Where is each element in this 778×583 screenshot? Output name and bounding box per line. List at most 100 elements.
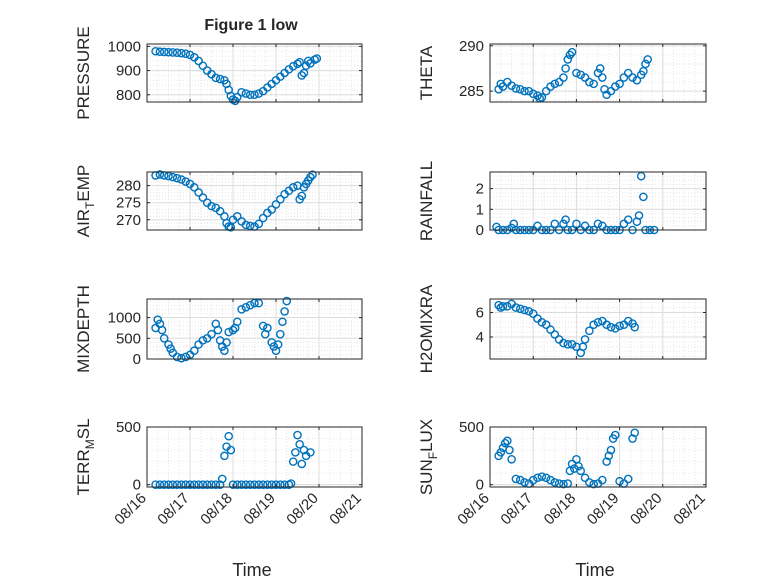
data-point — [207, 201, 216, 211]
data-point — [541, 320, 551, 330]
y-tick-label: 270 — [116, 212, 141, 229]
data-point — [245, 90, 255, 100]
data-point — [211, 73, 221, 83]
data-point — [515, 475, 525, 485]
data-point — [245, 480, 255, 489]
data-point — [550, 478, 560, 487]
data-point — [563, 55, 573, 64]
data-point — [507, 223, 516, 233]
data-point — [563, 340, 573, 349]
data-point — [215, 74, 225, 84]
data-point — [177, 480, 186, 489]
data-point — [267, 205, 277, 214]
data-point — [263, 323, 272, 333]
data-point — [254, 219, 264, 229]
data-point — [520, 86, 529, 96]
y-tick-label: 0 — [133, 477, 141, 494]
data-point — [157, 325, 167, 335]
data-point — [636, 171, 646, 181]
y-tick-label: 500 — [459, 419, 484, 436]
data-point — [567, 340, 577, 349]
data-point — [295, 57, 304, 67]
data-point — [550, 330, 560, 339]
data-point — [275, 194, 285, 204]
data-point — [155, 170, 165, 179]
data-point — [598, 73, 607, 82]
y-tick-label: 280 — [116, 178, 141, 195]
data-point — [185, 50, 195, 60]
plot-area — [147, 44, 362, 102]
y-tick-label: 0 — [133, 351, 141, 368]
data-point — [604, 451, 614, 461]
data-point — [237, 480, 246, 489]
data-point — [220, 346, 229, 356]
data-point — [606, 322, 616, 332]
data-point — [546, 475, 555, 485]
data-point — [151, 480, 160, 489]
data-point — [561, 64, 570, 73]
data-point — [630, 428, 640, 438]
data-point — [572, 68, 581, 78]
series-theta — [494, 47, 652, 103]
data-point — [263, 480, 272, 489]
data-point — [207, 329, 216, 339]
data-point — [280, 307, 289, 316]
data-point — [528, 475, 538, 485]
data-point — [215, 480, 225, 489]
data-point — [580, 473, 590, 483]
y-axis-label: MIXDEPTH — [74, 285, 93, 373]
x-tick-label: 08/19 — [240, 490, 279, 529]
subplot-h2omixra: 4 6 H2OMIXRA — [417, 284, 707, 373]
data-point — [585, 77, 594, 87]
data-point — [267, 480, 277, 489]
axes-box — [146, 426, 363, 488]
x-tick-label: 08/20 — [627, 490, 666, 529]
data-point — [172, 173, 182, 183]
data-point — [511, 474, 521, 484]
y-tick-label: 800 — [116, 87, 141, 104]
data-point — [541, 473, 551, 483]
series-sun_flux — [494, 428, 640, 489]
x-tick-label: 08/17 — [154, 490, 193, 529]
figure-title: Figure 1 low — [204, 17, 298, 34]
data-point — [213, 325, 223, 335]
data-point — [559, 219, 568, 229]
data-point — [610, 430, 620, 440]
data-point — [585, 326, 594, 336]
data-point — [202, 480, 212, 489]
y-tick-label: 2 — [476, 181, 484, 198]
data-point — [559, 479, 568, 489]
y-axis-label: RAINFALL — [417, 161, 436, 241]
data-point — [271, 480, 281, 489]
data-point — [297, 191, 307, 201]
data-point — [595, 64, 605, 73]
data-point — [537, 472, 547, 481]
data-point — [181, 49, 190, 58]
data-point — [226, 445, 236, 455]
data-point — [537, 93, 547, 102]
x-tick-label: 08/20 — [283, 490, 322, 529]
x-tick-label: 08/19 — [584, 490, 623, 529]
data-point — [293, 430, 302, 440]
y-axis-label: PRESSURE — [74, 26, 93, 120]
data-point — [619, 73, 629, 82]
data-point — [574, 461, 583, 471]
data-point — [207, 480, 216, 489]
data-point — [164, 480, 173, 489]
data-point — [194, 188, 203, 197]
data-point — [623, 68, 633, 78]
data-point — [155, 47, 165, 57]
data-point — [232, 317, 242, 327]
data-point — [275, 480, 285, 489]
x-tick-label: 08/16 — [111, 490, 150, 529]
data-point — [301, 61, 311, 71]
axes-box — [489, 171, 707, 231]
data-point — [215, 206, 225, 216]
data-point — [211, 480, 221, 489]
data-point — [151, 46, 160, 56]
data-point — [546, 325, 555, 334]
data-point — [237, 88, 246, 97]
data-point — [177, 48, 186, 58]
